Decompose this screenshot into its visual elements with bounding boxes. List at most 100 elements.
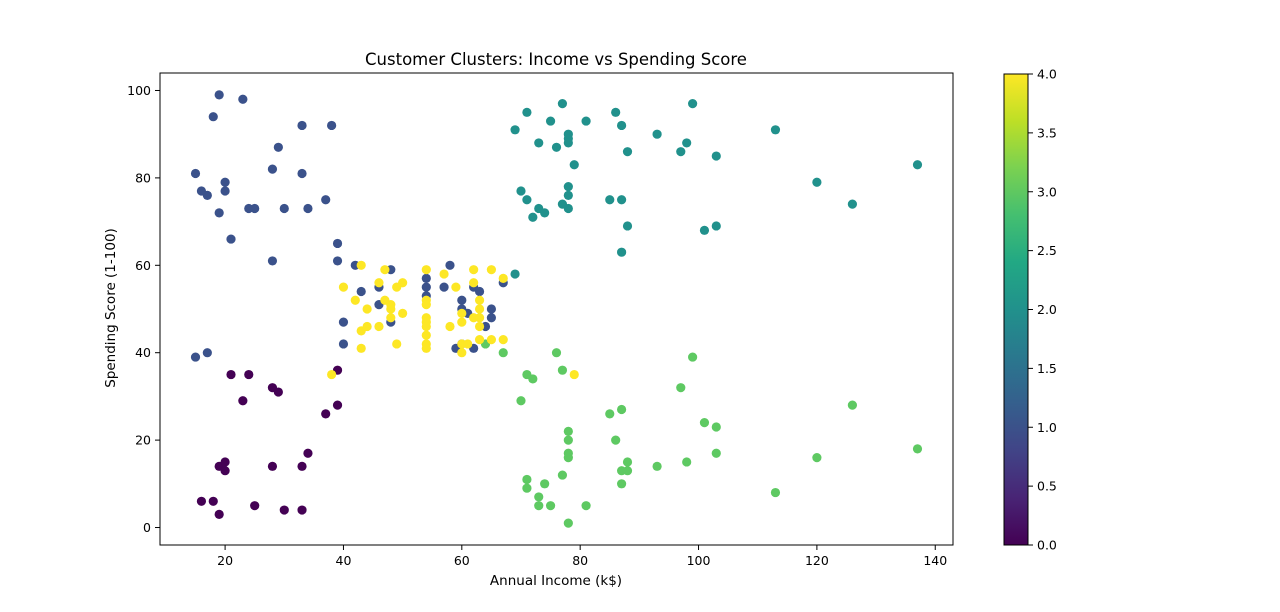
data-point-cluster-3 — [770, 487, 781, 498]
data-point-cluster-3 — [563, 426, 573, 436]
data-point-cluster-1 — [457, 295, 467, 305]
data-point-cluster-4 — [386, 304, 396, 314]
data-point-cluster-0 — [332, 400, 343, 410]
data-point-cluster-3 — [557, 470, 568, 480]
data-point-cluster-2 — [622, 147, 633, 157]
data-point-cluster-4 — [392, 339, 402, 349]
data-point-cluster-1 — [332, 256, 343, 266]
data-point-cluster-3 — [540, 479, 550, 489]
data-point-cluster-1 — [421, 273, 431, 284]
data-point-cluster-3 — [563, 435, 573, 445]
data-point-cluster-2 — [534, 138, 544, 148]
data-point-cluster-0 — [238, 396, 248, 406]
data-point-cluster-0 — [226, 369, 236, 380]
data-point-cluster-4 — [445, 321, 455, 332]
data-point-cluster-3 — [676, 383, 686, 393]
data-point-cluster-1 — [202, 348, 212, 358]
data-point-cluster-1 — [220, 177, 230, 187]
colorbar-tick-label: 4.0 — [1037, 67, 1057, 82]
data-point-cluster-1 — [238, 94, 248, 104]
data-point-cluster-3 — [545, 501, 556, 511]
data-point-cluster-2 — [812, 177, 822, 187]
data-point-cluster-4 — [498, 273, 508, 284]
data-point-cluster-2 — [912, 160, 923, 170]
data-point-cluster-3 — [581, 501, 591, 511]
data-point-cluster-4 — [498, 334, 508, 345]
data-point-cluster-4 — [374, 321, 384, 332]
x-tick-label: 60 — [454, 553, 470, 568]
x-tick-label: 40 — [336, 553, 352, 568]
data-point-cluster-1 — [250, 203, 260, 214]
data-point-cluster-2 — [711, 221, 721, 231]
data-point-cluster-3 — [711, 448, 721, 458]
data-point-cluster-0 — [244, 369, 254, 380]
y-tick-label: 80 — [135, 170, 151, 185]
data-point-cluster-2 — [652, 129, 662, 139]
data-point-cluster-3 — [534, 501, 544, 511]
colorbar-tick-label: 3.5 — [1037, 125, 1057, 140]
data-point-cluster-4 — [451, 282, 461, 292]
data-point-cluster-0 — [279, 505, 289, 515]
data-point-cluster-4 — [350, 295, 360, 305]
data-point-cluster-1 — [439, 282, 449, 292]
data-point-cluster-4 — [421, 343, 431, 353]
y-tick-label: 40 — [135, 345, 151, 360]
data-point-cluster-4 — [474, 313, 485, 323]
data-point-cluster-3 — [622, 466, 633, 476]
data-point-cluster-2 — [617, 195, 627, 205]
data-point-cluster-3 — [522, 474, 532, 485]
data-point-cluster-1 — [267, 164, 278, 174]
data-point-cluster-4 — [327, 369, 337, 380]
data-point-cluster-1 — [474, 286, 485, 297]
data-point-cluster-4 — [421, 265, 431, 275]
data-point-cluster-1 — [297, 120, 307, 131]
data-point-cluster-4 — [356, 343, 366, 353]
data-point-cluster-2 — [510, 125, 520, 135]
data-point-cluster-1 — [445, 260, 455, 270]
data-point-cluster-2 — [611, 107, 621, 117]
data-point-cluster-2 — [622, 221, 633, 231]
data-point-cluster-2 — [688, 98, 698, 109]
data-point-cluster-1 — [486, 304, 496, 314]
data-point-cluster-0 — [273, 387, 283, 397]
data-point-cluster-1 — [220, 186, 230, 196]
plot-frame — [159, 72, 954, 546]
data-point-cluster-4 — [457, 348, 467, 358]
data-point-cluster-1 — [327, 120, 337, 131]
data-point-cluster-2 — [510, 269, 520, 279]
data-point-cluster-2 — [605, 195, 615, 205]
data-point-cluster-3 — [688, 352, 698, 362]
data-point-cluster-3 — [522, 483, 532, 493]
data-point-cluster-3 — [711, 422, 721, 432]
data-point-cluster-0 — [220, 466, 230, 476]
data-point-cluster-3 — [847, 400, 858, 410]
data-point-cluster-1 — [303, 203, 313, 214]
data-point-cluster-4 — [439, 269, 449, 279]
data-point-cluster-0 — [321, 409, 331, 419]
data-point-cluster-2 — [528, 212, 538, 222]
data-point-cluster-2 — [563, 138, 573, 148]
data-point-cluster-1 — [226, 234, 236, 244]
data-point-cluster-1 — [421, 282, 431, 292]
x-tick-label: 20 — [217, 553, 233, 568]
data-point-cluster-2 — [569, 160, 579, 170]
colorbar-tick-label: 2.5 — [1037, 243, 1057, 258]
data-point-cluster-3 — [912, 444, 923, 454]
data-point-cluster-3 — [812, 452, 822, 463]
data-point-cluster-1 — [273, 142, 283, 152]
data-point-cluster-3 — [498, 348, 508, 358]
colorbar-tick-label: 2.0 — [1037, 302, 1057, 317]
colorbar-tick-label: 1.0 — [1037, 420, 1057, 435]
data-point-cluster-4 — [398, 278, 408, 288]
data-point-cluster-0 — [208, 496, 218, 506]
x-tick-label: 80 — [572, 553, 588, 568]
data-point-cluster-1 — [332, 238, 343, 249]
data-point-cluster-2 — [563, 182, 573, 192]
colorbar-gradient — [1003, 73, 1029, 546]
data-point-cluster-4 — [421, 330, 431, 340]
data-point-cluster-4 — [421, 321, 431, 332]
colorbar-tick-label: 0.0 — [1037, 538, 1057, 553]
chart-title: Customer Clusters: Income vs Spending Sc… — [365, 50, 747, 69]
